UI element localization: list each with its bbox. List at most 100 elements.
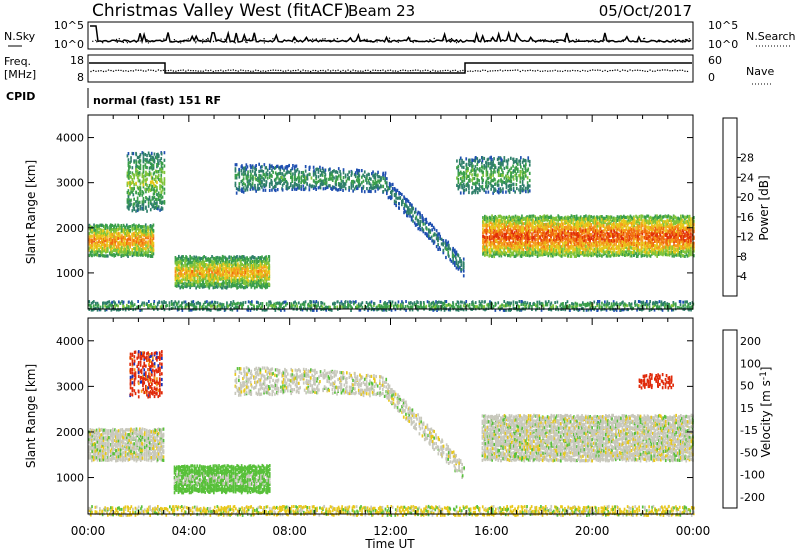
heatmap-cell	[532, 225, 535, 229]
heatmap-cell	[596, 221, 599, 226]
heatmap-cell	[337, 188, 340, 192]
heatmap-cell	[209, 257, 212, 261]
heatmap-cell	[430, 235, 433, 239]
heatmap-cell	[260, 281, 262, 285]
heatmap-cell	[544, 232, 547, 236]
heatmap-cell	[231, 264, 234, 268]
heatmap-cell	[496, 247, 499, 251]
nave-point	[512, 69, 514, 72]
heatmap-cell	[486, 250, 489, 254]
heatmap-cell	[494, 226, 497, 230]
heatmap-cell	[147, 226, 150, 230]
noise-search-point	[363, 39, 365, 41]
heatmap-cell	[161, 195, 164, 199]
heatmap-cell	[540, 216, 543, 220]
heatmap-cell	[565, 251, 568, 255]
heatmap-cell	[519, 233, 522, 237]
heatmap-cell	[134, 226, 137, 230]
heatmap-cell	[406, 214, 409, 218]
noise-search-point	[450, 37, 453, 40]
heatmap-cell	[281, 183, 284, 187]
heatmap-cell	[328, 184, 330, 188]
heatmap-cell	[386, 184, 388, 188]
heatmap-cell	[579, 234, 582, 238]
heatmap-cell	[570, 214, 573, 218]
heatmap-cell	[163, 177, 166, 181]
heatmap-cell	[609, 243, 612, 247]
heatmap-cell	[151, 254, 154, 258]
heatmap-cell	[242, 186, 245, 190]
heatmap-cell	[618, 239, 621, 243]
heatmap-cell	[426, 234, 428, 238]
heatmap-cell	[139, 227, 142, 231]
heatmap-cell	[546, 238, 549, 242]
heatmap-cell	[133, 183, 135, 187]
heatmap-cell	[265, 269, 268, 273]
heatmap-cell	[103, 233, 106, 237]
heatmap-cell	[522, 216, 525, 220]
heatmap-cell	[568, 223, 571, 227]
heatmap-cell	[315, 167, 317, 172]
nave-point	[559, 70, 561, 72]
heatmap-cell	[235, 272, 237, 276]
heatmap-cell	[113, 248, 116, 252]
heatmap-cell	[519, 225, 522, 229]
heatmap-cell	[403, 211, 405, 215]
heatmap-cell	[596, 219, 598, 223]
nave-point	[349, 70, 352, 73]
heatmap-cell	[526, 237, 529, 241]
heatmap-cell	[599, 253, 602, 257]
heatmap-cell	[312, 186, 315, 190]
heatmap-cell	[589, 219, 591, 223]
nave-point	[329, 70, 332, 72]
heatmap-cell	[107, 231, 109, 235]
heatmap-cell	[152, 156, 155, 160]
heatmap-cell	[493, 241, 496, 245]
heatmap-cell	[237, 267, 239, 271]
heatmap-cell	[207, 257, 210, 261]
nave-point	[152, 69, 155, 72]
heatmap-cell	[261, 175, 263, 179]
heatmap-cell	[149, 172, 152, 176]
heatmap-cell	[211, 272, 213, 276]
heatmap-cell	[558, 231, 561, 235]
heatmap-cell	[582, 238, 584, 242]
heatmap-cell	[127, 254, 129, 258]
heatmap-cell	[152, 236, 155, 240]
heatmap-cell	[122, 235, 125, 239]
heatmap-cell	[531, 222, 534, 227]
heatmap-cell	[179, 261, 182, 265]
heatmap-cell	[612, 232, 614, 236]
heatmap-cell	[601, 249, 603, 253]
heatmap-cell	[396, 188, 399, 192]
nave-point	[255, 69, 257, 71]
heatmap-cell	[620, 218, 622, 222]
heatmap-cell	[145, 246, 147, 251]
heatmap-cell	[262, 279, 265, 283]
heatmap-cell	[403, 206, 405, 211]
heatmap-cell	[567, 225, 569, 229]
heatmap-cell	[607, 237, 610, 241]
heatmap-cell	[357, 171, 360, 175]
heatmap-cell	[144, 223, 147, 227]
heatmap-cell	[193, 266, 196, 270]
heatmap-cell	[552, 245, 554, 249]
heatmap-cell	[89, 250, 92, 254]
heatmap-cell	[565, 241, 568, 245]
heatmap-cell	[546, 252, 549, 256]
heatmap-cell	[547, 243, 550, 247]
heatmap-cell	[575, 254, 577, 258]
heatmap-cell	[281, 172, 284, 176]
heatmap-cell	[429, 236, 432, 240]
heatmap-cell	[529, 214, 532, 218]
heatmap-cell	[390, 195, 392, 199]
heatmap-cell	[257, 266, 260, 270]
heatmap-cell	[558, 251, 561, 255]
heatmap-cell	[610, 223, 613, 227]
heatmap-cell	[588, 235, 591, 239]
nave-point	[222, 70, 224, 72]
heatmap-cell	[130, 175, 132, 179]
heatmap-cell	[122, 243, 125, 247]
nave-point	[92, 69, 95, 72]
heatmap-cell	[354, 171, 357, 175]
